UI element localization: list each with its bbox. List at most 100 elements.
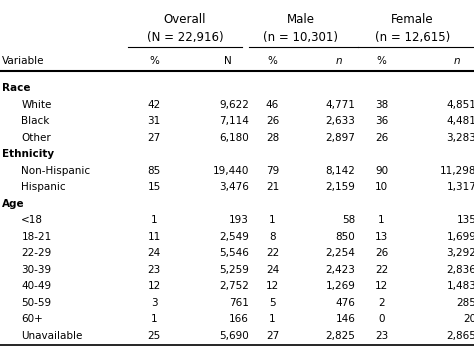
Text: Male: Male (287, 13, 315, 26)
Text: 38: 38 (375, 100, 388, 110)
Text: 4,771: 4,771 (326, 100, 356, 110)
Text: 36: 36 (375, 116, 388, 126)
Text: 79: 79 (266, 166, 279, 176)
Text: 1,483: 1,483 (447, 281, 474, 291)
Text: Race: Race (2, 83, 31, 93)
Text: 193: 193 (229, 215, 249, 225)
Text: 3,292: 3,292 (447, 248, 474, 258)
Text: 135: 135 (456, 215, 474, 225)
Text: 8: 8 (269, 232, 276, 242)
Text: 60+: 60+ (21, 314, 43, 324)
Text: 27: 27 (147, 133, 161, 143)
Text: 24: 24 (147, 248, 161, 258)
Text: 12: 12 (375, 281, 388, 291)
Text: 23: 23 (147, 265, 161, 275)
Text: 4,851: 4,851 (447, 100, 474, 110)
Text: 5: 5 (269, 298, 276, 308)
Text: 11,298: 11,298 (440, 166, 474, 176)
Text: 15: 15 (147, 182, 161, 192)
Text: 2,633: 2,633 (326, 116, 356, 126)
Text: 25: 25 (147, 331, 161, 341)
Text: 85: 85 (147, 166, 161, 176)
Text: 3: 3 (151, 298, 157, 308)
Text: (N = 22,916): (N = 22,916) (146, 31, 223, 44)
Text: 6,180: 6,180 (219, 133, 249, 143)
Text: 3,283: 3,283 (447, 133, 474, 143)
Text: Overall: Overall (164, 13, 206, 26)
Text: Age: Age (2, 199, 25, 209)
Text: 476: 476 (336, 298, 356, 308)
Text: 46: 46 (266, 100, 279, 110)
Text: 26: 26 (266, 116, 279, 126)
Text: 146: 146 (336, 314, 356, 324)
Text: 1: 1 (269, 215, 276, 225)
Text: 5,690: 5,690 (219, 331, 249, 341)
Text: 22-29: 22-29 (21, 248, 52, 258)
Text: 22: 22 (266, 248, 279, 258)
Text: Black: Black (21, 116, 50, 126)
Text: 2,836: 2,836 (447, 265, 474, 275)
Text: 10: 10 (375, 182, 388, 192)
Text: 2: 2 (378, 298, 385, 308)
Text: 27: 27 (266, 331, 279, 341)
Text: 18-21: 18-21 (21, 232, 52, 242)
Text: (n = 12,615): (n = 12,615) (375, 31, 450, 44)
Text: 5,546: 5,546 (219, 248, 249, 258)
Text: 5,259: 5,259 (219, 265, 249, 275)
Text: 2,897: 2,897 (326, 133, 356, 143)
Text: N: N (224, 56, 231, 66)
Text: Other: Other (21, 133, 51, 143)
Text: 2,549: 2,549 (219, 232, 249, 242)
Text: 21: 21 (266, 182, 279, 192)
Text: 2,254: 2,254 (326, 248, 356, 258)
Text: 1,269: 1,269 (326, 281, 356, 291)
Text: 1: 1 (151, 215, 157, 225)
Text: 1: 1 (269, 314, 276, 324)
Text: 31: 31 (147, 116, 161, 126)
Text: <18: <18 (21, 215, 43, 225)
Text: White: White (21, 100, 52, 110)
Text: %: % (268, 56, 277, 66)
Text: 166: 166 (229, 314, 249, 324)
Text: 19,440: 19,440 (212, 166, 249, 176)
Text: 40-49: 40-49 (21, 281, 52, 291)
Text: 2,865: 2,865 (447, 331, 474, 341)
Text: 1: 1 (151, 314, 157, 324)
Text: 90: 90 (375, 166, 388, 176)
Text: 2,159: 2,159 (326, 182, 356, 192)
Text: Unavailable: Unavailable (21, 331, 82, 341)
Text: 761: 761 (229, 298, 249, 308)
Text: 58: 58 (342, 215, 356, 225)
Text: 9,622: 9,622 (219, 100, 249, 110)
Text: 0: 0 (378, 314, 385, 324)
Text: 12: 12 (147, 281, 161, 291)
Text: 28: 28 (266, 133, 279, 143)
Text: 285: 285 (456, 298, 474, 308)
Text: n: n (336, 56, 342, 66)
Text: 30-39: 30-39 (21, 265, 52, 275)
Text: %: % (377, 56, 386, 66)
Text: 1,699: 1,699 (447, 232, 474, 242)
Text: 24: 24 (266, 265, 279, 275)
Text: Hispanic: Hispanic (21, 182, 66, 192)
Text: 1,317: 1,317 (447, 182, 474, 192)
Text: n: n (454, 56, 461, 66)
Text: 2,752: 2,752 (219, 281, 249, 291)
Text: 4,481: 4,481 (447, 116, 474, 126)
Text: 2,825: 2,825 (326, 331, 356, 341)
Text: 2,423: 2,423 (326, 265, 356, 275)
Text: 23: 23 (375, 331, 388, 341)
Text: Non-Hispanic: Non-Hispanic (21, 166, 91, 176)
Text: 1: 1 (378, 215, 385, 225)
Text: 26: 26 (375, 133, 388, 143)
Text: 850: 850 (336, 232, 356, 242)
Text: 20: 20 (463, 314, 474, 324)
Text: 26: 26 (375, 248, 388, 258)
Text: 11: 11 (147, 232, 161, 242)
Text: Ethnicity: Ethnicity (2, 149, 55, 159)
Text: 22: 22 (375, 265, 388, 275)
Text: 7,114: 7,114 (219, 116, 249, 126)
Text: 42: 42 (147, 100, 161, 110)
Text: 12: 12 (266, 281, 279, 291)
Text: %: % (149, 56, 159, 66)
